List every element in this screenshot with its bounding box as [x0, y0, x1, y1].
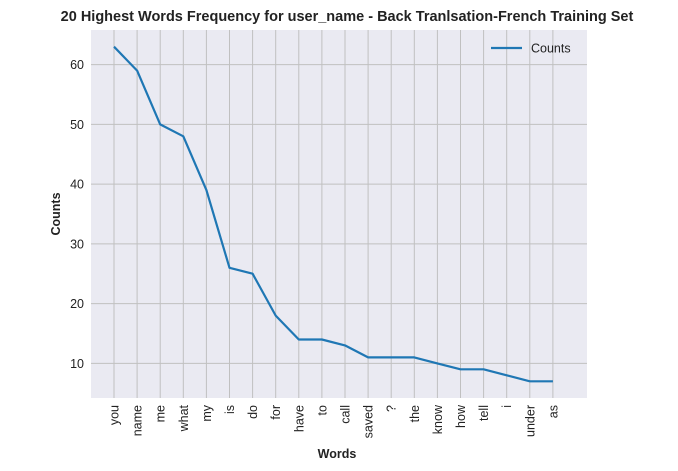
- x-tick-label: how: [454, 404, 468, 428]
- x-tick-label: know: [431, 404, 445, 434]
- x-tick-label: you: [108, 405, 122, 425]
- x-tick-label: as: [546, 405, 560, 418]
- x-tick-label: saved: [362, 405, 376, 438]
- x-gridlines: [113, 30, 554, 398]
- y-tick-label: 20: [70, 297, 84, 311]
- x-tick-label: tell: [477, 405, 491, 421]
- x-tick-label: call: [339, 405, 353, 424]
- y-tick-label: 30: [70, 237, 84, 251]
- chart-title: 20 Highest Words Frequency for user_name…: [61, 9, 634, 25]
- y-axis-title: Counts: [49, 192, 63, 235]
- x-tick-label: have: [292, 405, 306, 432]
- x-tick-label: ?: [385, 405, 399, 412]
- x-axis-title: Words: [318, 447, 357, 461]
- y-tick-labels: 10 20 30 40 50 60: [70, 58, 84, 371]
- series-line-counts: [113, 45, 553, 383]
- y-tick-label: 50: [70, 118, 84, 132]
- x-tick-label: the: [408, 405, 422, 422]
- plot-area: [91, 30, 587, 398]
- x-tick-label: under: [523, 405, 537, 437]
- y-tick-label: 10: [70, 357, 84, 371]
- x-tick-label: for: [269, 405, 283, 420]
- x-tick-label: to: [315, 405, 329, 415]
- legend-label-counts: Counts: [531, 42, 571, 56]
- x-tick-label: do: [246, 405, 260, 419]
- x-tick-label: name: [131, 405, 145, 436]
- x-tick-label: i: [500, 405, 514, 408]
- x-tick-label: what: [177, 404, 191, 432]
- x-tick-label: is: [223, 405, 237, 414]
- y-tick-label: 40: [70, 178, 84, 192]
- legend: Counts: [491, 42, 571, 56]
- y-gridlines: [91, 64, 587, 364]
- x-tick-label: me: [154, 405, 168, 422]
- y-tick-label: 60: [70, 58, 84, 72]
- x-tick-labels: you name me what my is do for have to call saved? th…: [108, 404, 561, 438]
- x-tick-label: my: [200, 404, 214, 421]
